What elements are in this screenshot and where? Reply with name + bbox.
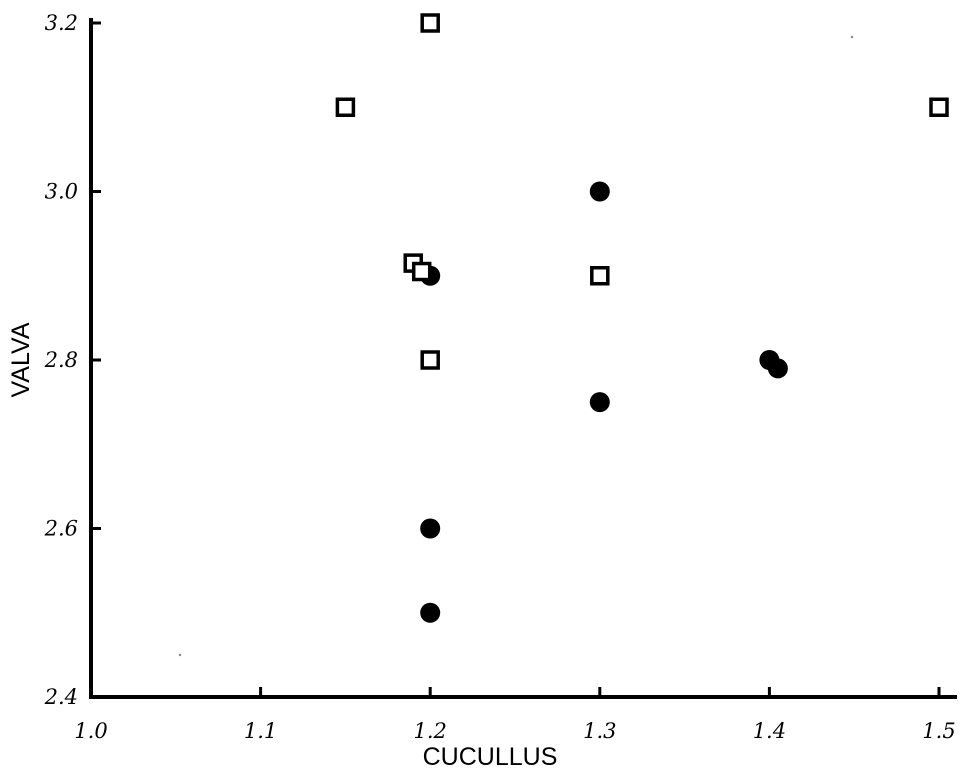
stray-speck	[850, 35, 854, 39]
y-axis-title: VALVA	[7, 322, 35, 397]
stray-speck	[178, 653, 182, 657]
data-point-square	[420, 13, 440, 33]
data-point-square	[411, 261, 432, 282]
x-tick-label: 1.5	[922, 719, 955, 743]
data-point-circle	[767, 358, 788, 379]
x-tick-label: 1.2	[413, 719, 446, 743]
data-point-square	[929, 97, 949, 117]
data-point-square	[420, 350, 440, 370]
data-point-circle	[589, 392, 610, 413]
y-tick-label: 3.0	[45, 180, 78, 204]
data-point-circle	[420, 602, 441, 623]
axes	[89, 18, 957, 699]
data-point-square	[590, 266, 610, 286]
x-axis-title: CUCULLUS	[423, 743, 558, 768]
x-tick-label: 1.0	[74, 719, 107, 743]
x-tick-label: 1.4	[753, 719, 786, 743]
data-points	[335, 13, 949, 623]
y-tick-label: 2.8	[44, 348, 78, 372]
x-tick-label: 1.1	[244, 719, 277, 743]
y-tick-label: 2.4	[44, 685, 78, 709]
y-tick-label: 2.6	[44, 517, 78, 541]
ticks: 1.0 1.1 1.2 1.3 1.4 1.5 2.4 2.6 2.8 3.0 3.2	[44, 11, 956, 743]
x-tick-label: 1.3	[583, 719, 616, 743]
y-tick-label: 3.2	[45, 11, 78, 35]
data-point-square	[335, 97, 356, 117]
data-point-circle	[589, 181, 610, 202]
data-point-circle	[420, 518, 441, 539]
